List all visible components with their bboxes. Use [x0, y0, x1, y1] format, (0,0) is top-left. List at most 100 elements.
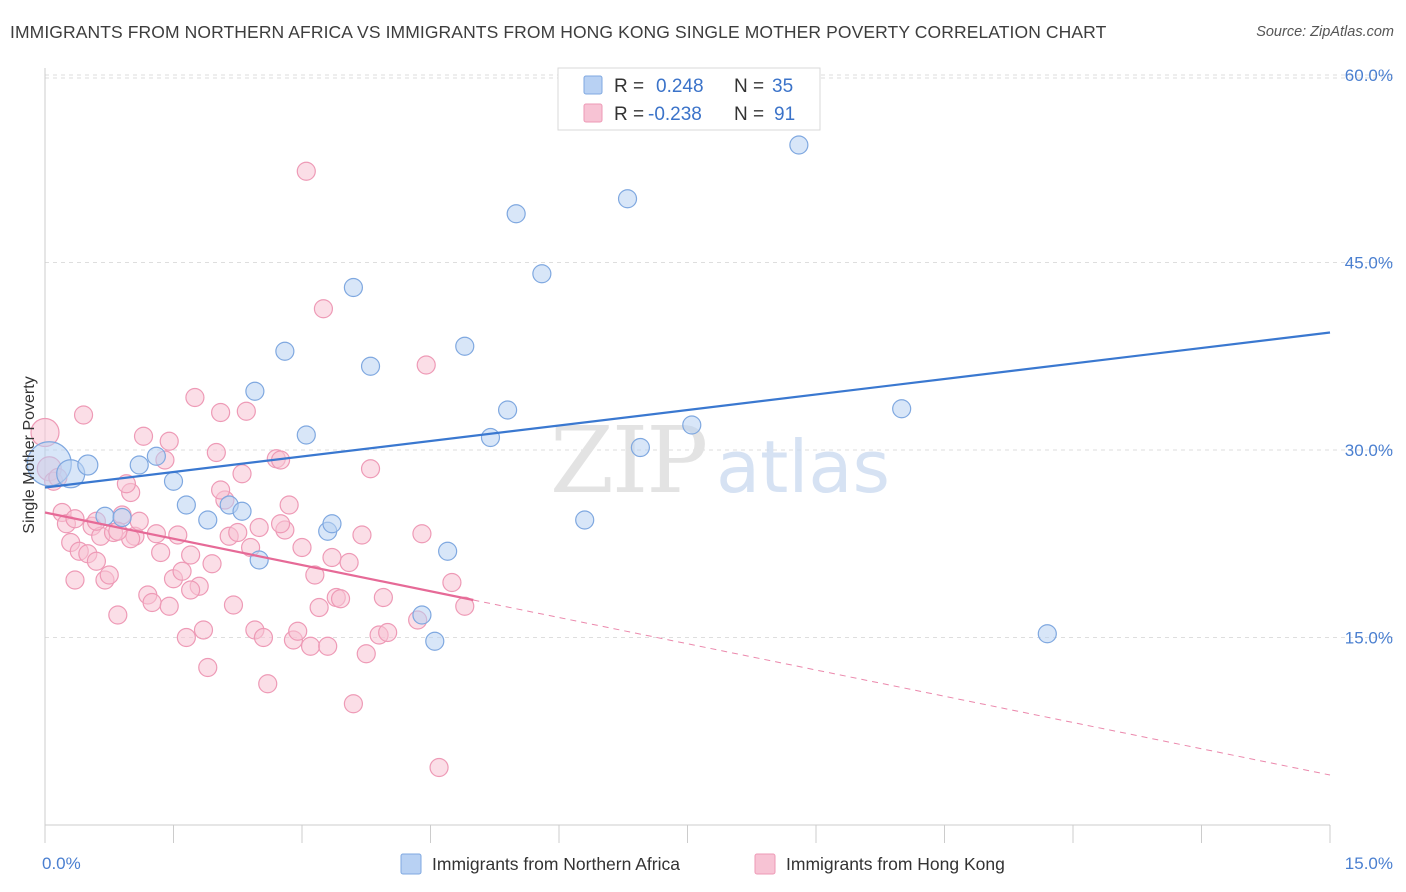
- data-point-northern-africa: [789, 135, 809, 155]
- data-point-hong-kong: [249, 517, 269, 538]
- x-tick-label: 15.0%: [1345, 854, 1393, 873]
- bottom-legend-swatch-pink: [754, 853, 776, 875]
- data-point-hong-kong: [228, 522, 248, 543]
- data-point-northern-africa: [232, 501, 252, 521]
- data-point-hong-kong: [193, 620, 214, 640]
- bottom-legend-swatch-blue: [400, 853, 422, 875]
- trend-line-hong-kong: [44, 511, 474, 602]
- y-tick-label: 45.0%: [1345, 254, 1393, 273]
- data-point-northern-africa: [275, 341, 295, 361]
- data-point-northern-africa: [176, 495, 196, 515]
- legend-pink-n-label: N =: [734, 104, 764, 125]
- data-point-hong-kong: [211, 402, 231, 423]
- data-point-hong-kong: [330, 589, 351, 609]
- data-point-northern-africa: [77, 454, 99, 476]
- legend-blue-r-label: R =: [614, 76, 644, 97]
- data-point-hong-kong: [198, 657, 218, 678]
- data-point-hong-kong: [172, 561, 192, 581]
- data-point-northern-africa: [146, 446, 166, 466]
- data-point-hong-kong: [279, 495, 299, 515]
- y-tick-labels: 15.0% 30.0% 45.0% 60.0%: [1345, 66, 1393, 648]
- legend-pink-r-value: -0.238: [648, 104, 702, 125]
- top-legend: R = 0.248 N = 35 R = -0.238 N = 91: [557, 67, 821, 131]
- data-point-hong-kong: [129, 511, 149, 531]
- data-point-hong-kong: [133, 426, 154, 446]
- data-point-hong-kong: [313, 299, 334, 319]
- data-point-northern-africa: [343, 277, 363, 298]
- watermark: ZIP atlas: [550, 407, 890, 514]
- data-point-hong-kong: [253, 627, 274, 648]
- data-point-hong-kong: [292, 537, 312, 558]
- x-tick-labels: 0.0% 15.0%: [42, 854, 1393, 873]
- data-point-northern-africa: [360, 356, 381, 376]
- data-point-northern-africa: [438, 541, 458, 561]
- data-point-hong-kong: [159, 431, 179, 451]
- data-point-hong-kong: [270, 514, 291, 534]
- data-point-hong-kong: [86, 551, 107, 571]
- data-point-hong-kong: [185, 387, 205, 408]
- chart-title: IMMIGRANTS FROM NORTHERN AFRICA VS IMMIG…: [10, 22, 1107, 42]
- data-point-hong-kong: [202, 554, 222, 574]
- data-point-hong-kong: [181, 580, 201, 600]
- data-point-hong-kong: [429, 757, 449, 778]
- data-point-hong-kong: [416, 355, 436, 375]
- bottom-legend-label-northern-africa: Immigrants from Northern Africa: [432, 854, 680, 874]
- data-point-hong-kong: [99, 565, 119, 585]
- data-point-hong-kong: [142, 592, 162, 613]
- data-point-northern-africa: [575, 510, 595, 530]
- data-point-northern-africa: [425, 631, 445, 651]
- data-point-northern-africa: [1037, 624, 1057, 644]
- y-tick-label: 30.0%: [1345, 441, 1393, 460]
- legend-blue-n-label: N =: [734, 76, 764, 97]
- bottom-legend-label-hong-kong: Immigrants from Hong Kong: [786, 854, 1005, 874]
- data-point-northern-africa: [412, 605, 432, 625]
- y-tick-label: 15.0%: [1345, 629, 1393, 648]
- data-point-hong-kong: [223, 595, 244, 615]
- data-point-hong-kong: [352, 525, 372, 545]
- bottom-legend: Immigrants from Northern Africa Immigran…: [400, 853, 1005, 875]
- data-point-hong-kong: [343, 694, 363, 714]
- data-point-northern-africa: [506, 204, 526, 224]
- data-point-northern-africa: [245, 381, 265, 401]
- data-point-northern-africa: [112, 507, 132, 528]
- trend-line-northern-africa: [44, 331, 1331, 489]
- data-point-northern-africa: [630, 437, 650, 458]
- data-point-hong-kong: [176, 627, 196, 648]
- data-point-hong-kong: [258, 674, 278, 694]
- data-point-hong-kong: [360, 459, 381, 479]
- data-point-hong-kong: [159, 596, 179, 616]
- data-point-hong-kong: [318, 636, 338, 656]
- data-point-hong-kong: [309, 597, 329, 618]
- data-point-hong-kong: [412, 524, 432, 544]
- data-point-northern-africa: [129, 455, 149, 475]
- data-point-hong-kong: [73, 405, 94, 425]
- axes: [44, 68, 1331, 843]
- legend-pink-r-label: R =: [614, 104, 644, 125]
- source-label: Source: ZipAtlas.com: [1256, 24, 1394, 40]
- data-point-hong-kong: [305, 565, 325, 585]
- legend-pink-n-value: 91: [774, 104, 795, 125]
- data-point-hong-kong: [151, 542, 171, 563]
- series-northern-africa-points: [26, 135, 1057, 651]
- data-point-hong-kong: [236, 401, 256, 421]
- y-tick-label: 60.0%: [1345, 66, 1393, 85]
- data-point-northern-africa: [480, 427, 501, 448]
- data-point-hong-kong: [181, 545, 201, 565]
- legend-swatch-blue: [583, 75, 603, 95]
- data-point-hong-kong: [65, 570, 85, 590]
- data-point-hong-kong: [108, 605, 128, 625]
- data-point-northern-africa: [498, 400, 518, 420]
- watermark-zip: ZIP: [550, 407, 706, 514]
- data-point-northern-africa: [617, 189, 638, 209]
- data-point-hong-kong: [322, 547, 342, 568]
- data-point-hong-kong: [232, 464, 252, 484]
- data-point-hong-kong: [206, 442, 226, 463]
- data-point-northern-africa: [163, 471, 184, 491]
- data-point-northern-africa: [532, 264, 552, 284]
- data-point-hong-kong: [442, 572, 462, 593]
- legend-swatch-pink: [583, 103, 603, 123]
- data-point-northern-africa: [296, 425, 316, 445]
- data-point-hong-kong: [339, 552, 359, 573]
- y-axis-label: Single Mother Poverty: [21, 376, 38, 533]
